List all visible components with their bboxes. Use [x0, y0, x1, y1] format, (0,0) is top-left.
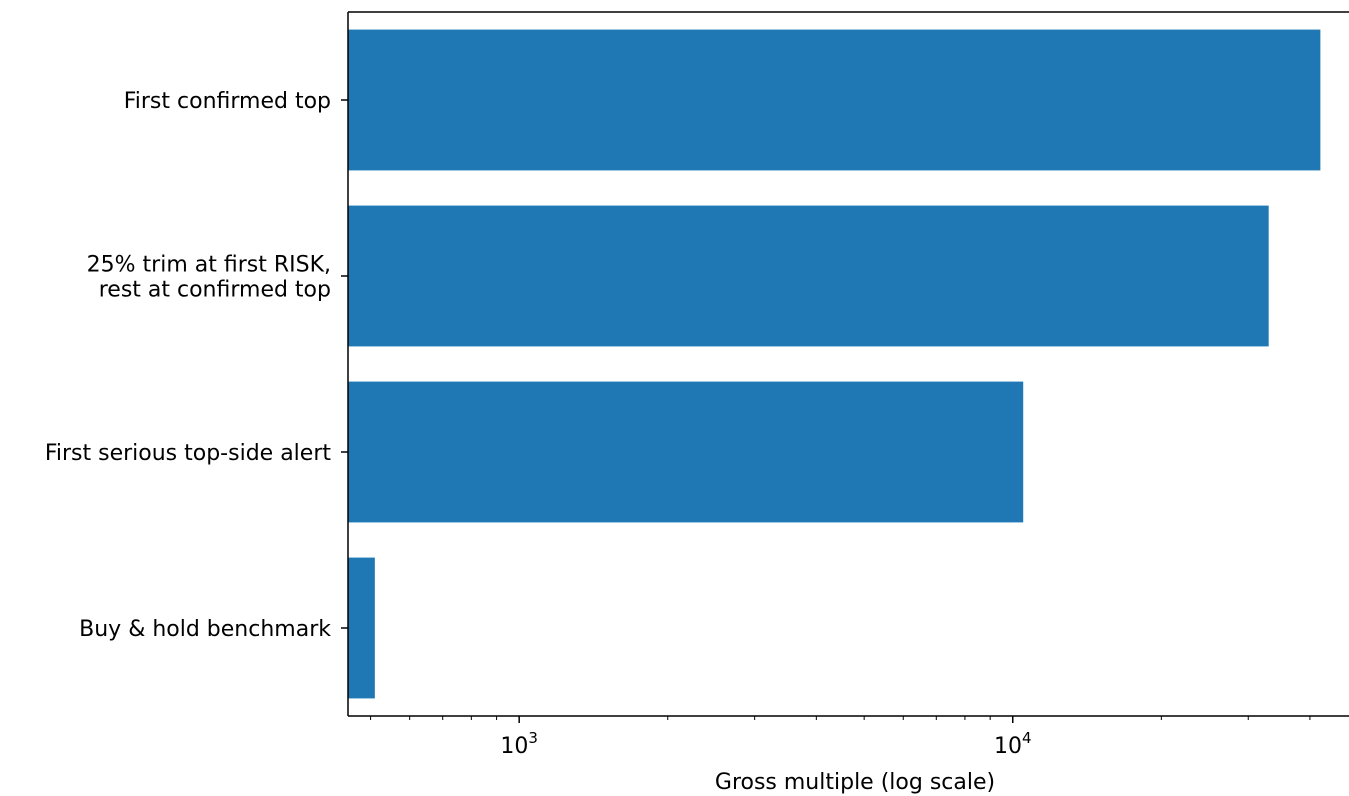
y-tick-label: Buy & hold benchmark: [79, 617, 331, 642]
x-axis-title: Gross multiple (log scale): [715, 770, 995, 795]
y-tick-label-line: 25% trim at first RISK,: [87, 253, 331, 278]
x-tick-label: 103: [500, 729, 538, 759]
y-tick-label: 25% trim at first RISK, rest at confirmed…: [87, 253, 331, 303]
bar-2: [348, 381, 1024, 523]
y-tick-label-line: Buy & hold benchmark: [79, 617, 331, 642]
y-tick-label-line: First serious top-side alert: [45, 441, 332, 466]
bars-layer: [348, 29, 1321, 699]
y-tick-label: First confirmed top: [124, 89, 331, 114]
bar-3: [348, 557, 375, 699]
bar-1: [348, 205, 1269, 347]
y-tick-label-line: First confirmed top: [124, 89, 331, 114]
ticks-layer: First confirmed top 25% trim at first RIS…: [45, 89, 1311, 759]
y-tick-label-line: rest at confirmed top: [99, 278, 331, 303]
x-tick-label: 104: [994, 729, 1032, 759]
y-tick-label: First serious top-side alert: [45, 441, 332, 466]
axes-layer: [347, 11, 1349, 717]
bar-0: [348, 29, 1321, 171]
